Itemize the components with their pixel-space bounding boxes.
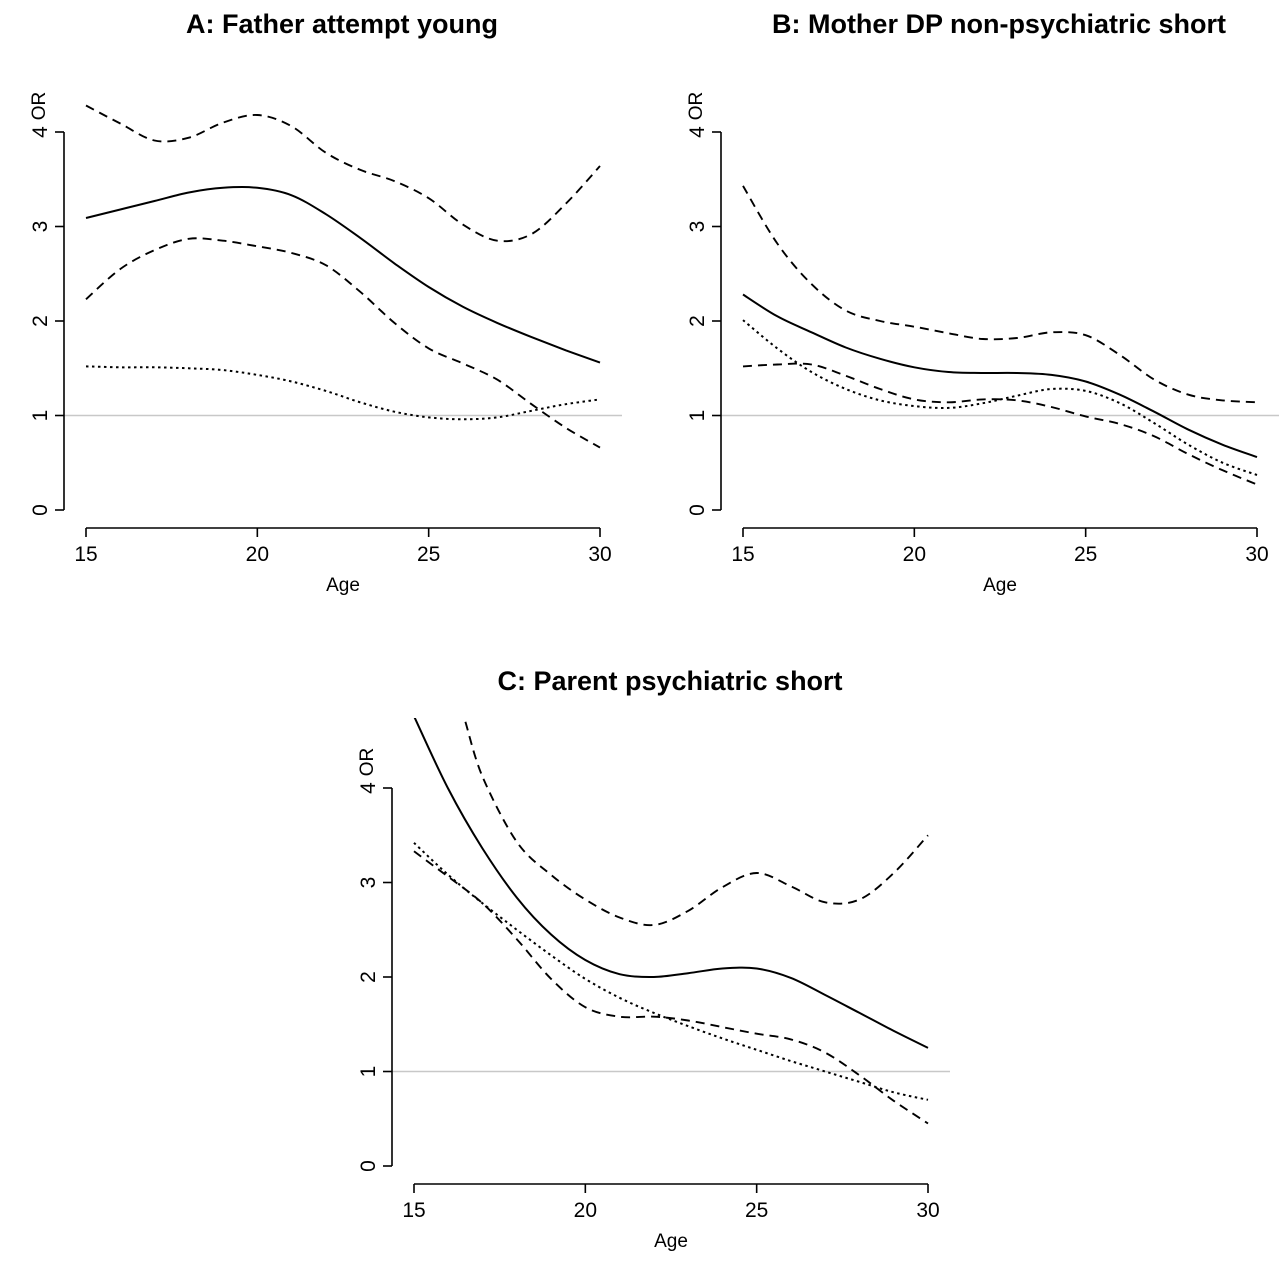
panel-a-series-group bbox=[85, 104, 601, 449]
panel-a: A: Father attempt young 0 1 2 3 4 OR 15 20 25 30 A… bbox=[29, 9, 622, 596]
panel-c-y-axis-label: OR bbox=[357, 748, 378, 777]
panel-b-series-group bbox=[742, 185, 1258, 486]
panel-a-title: A: Father attempt young bbox=[186, 9, 498, 39]
panel-a-x-axis-label: Age bbox=[326, 575, 360, 596]
panel-b-title: B: Mother DP non-psychiatric short bbox=[772, 9, 1226, 39]
panel-a-dotted-line bbox=[85, 365, 601, 421]
panel-c-x-tick-label: 25 bbox=[745, 1199, 768, 1222]
panel-b-ci-line bbox=[742, 185, 1258, 404]
panel-c-title: C: Parent psychiatric short bbox=[497, 666, 842, 696]
panel-a-x-tick-label: 25 bbox=[417, 543, 440, 566]
panel-c-y-tick-label: 2 bbox=[357, 971, 380, 983]
panel-b-y-tick-label: 3 bbox=[686, 221, 709, 233]
panel-a-ci-line bbox=[85, 104, 601, 243]
panel-a-x-axis: 15 20 25 30 Age bbox=[74, 527, 612, 596]
panel-b-x-tick-label: 25 bbox=[1074, 543, 1097, 566]
panel-b-x-tick-label: 15 bbox=[731, 543, 754, 566]
panel-b-y-tick-label: 2 bbox=[686, 315, 709, 327]
panel-c-y-tick-label: 4 bbox=[357, 782, 380, 794]
panel-b-dotted-line bbox=[742, 319, 1258, 476]
panel-a-y-axis-label: OR bbox=[29, 92, 50, 121]
panel-b-y-axis-label: OR bbox=[686, 92, 707, 121]
panel-b-y-tick-label: 1 bbox=[686, 410, 709, 422]
panel-c-plot-area: 0 1 2 3 4 OR 15 20 25 30 Age bbox=[357, 718, 950, 1252]
panel-c-series-group bbox=[413, 718, 929, 1125]
panel-b-plot-area: 0 1 2 3 4 OR 15 20 25 30 Age bbox=[686, 92, 1279, 596]
panel-c-x-tick-label: 15 bbox=[402, 1199, 425, 1222]
panel-b-y-tick-label: 4 bbox=[686, 126, 709, 138]
panel-b-x-axis-label: Age bbox=[983, 575, 1017, 596]
panel-a-x-tick-label: 30 bbox=[588, 543, 611, 566]
panel-c-x-tick-label: 30 bbox=[916, 1199, 939, 1222]
panel-c-x-axis: 15 20 25 30 Age bbox=[402, 1183, 940, 1252]
panel-b: B: Mother DP non-psychiatric short 0 1 2 3 4… bbox=[686, 9, 1279, 596]
panel-a-x-tick-label: 15 bbox=[74, 543, 97, 566]
panel-c-x-tick-label: 20 bbox=[574, 1199, 597, 1222]
panel-b-x-axis: 15 20 25 30 Age bbox=[731, 527, 1269, 596]
panel-a-y-tick-label: 4 bbox=[29, 126, 52, 138]
panel-b-x-tick-label: 30 bbox=[1245, 543, 1268, 566]
panel-a-y-tick-label: 0 bbox=[29, 504, 52, 516]
panel-c-y-tick-label: 3 bbox=[357, 877, 380, 889]
panel-a-y-tick-label: 3 bbox=[29, 221, 52, 233]
panel-b-y-tick-label: 0 bbox=[686, 504, 709, 516]
panel-a-y-axis: 0 1 2 3 4 OR bbox=[29, 92, 65, 516]
panel-c-ci-line bbox=[413, 850, 929, 1125]
panel-c-y-tick-label: 1 bbox=[357, 1066, 380, 1078]
panel-c-estimate-line bbox=[413, 718, 929, 1049]
panel-c-ci-line bbox=[464, 721, 929, 927]
panel-a-plot-area: 0 1 2 3 4 OR 15 20 25 30 Age bbox=[29, 92, 622, 596]
panel-a-y-tick-label: 2 bbox=[29, 315, 52, 327]
panel-b-y-axis: 0 1 2 3 4 OR bbox=[686, 92, 722, 516]
panel-b-x-tick-label: 20 bbox=[903, 543, 926, 566]
panel-a-x-tick-label: 20 bbox=[246, 543, 269, 566]
panel-a-y-tick-label: 1 bbox=[29, 410, 52, 422]
panel-a-estimate-line bbox=[85, 186, 601, 364]
panel-b-ci-line bbox=[742, 362, 1258, 486]
panel-b-estimate-line bbox=[742, 293, 1258, 459]
panel-c: C: Parent psychiatric short 0 1 2 3 4 OR 15 20 2… bbox=[357, 666, 950, 1252]
panel-c-dotted-line bbox=[413, 842, 929, 1101]
panel-c-x-axis-label: Age bbox=[654, 1231, 688, 1252]
panel-c-y-axis: 0 1 2 3 4 OR bbox=[357, 748, 393, 1172]
panel-c-y-tick-label: 0 bbox=[357, 1160, 380, 1172]
